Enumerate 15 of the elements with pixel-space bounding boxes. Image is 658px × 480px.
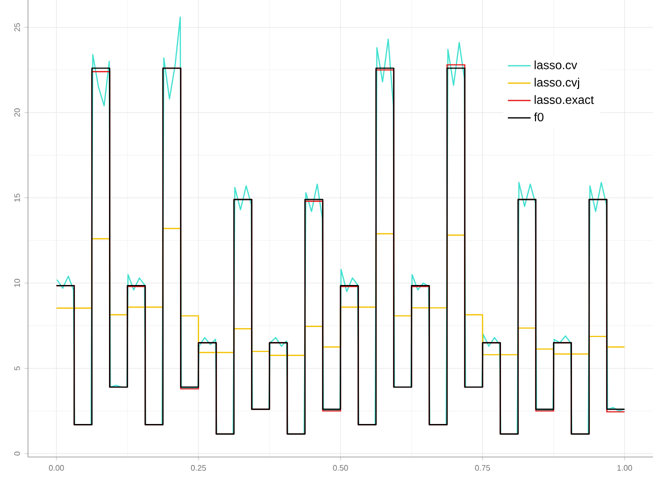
y-tick-label: 5	[14, 366, 20, 370]
y-tick-label: 15	[14, 194, 20, 202]
legend-label: lasso.cv	[534, 60, 578, 70]
y-tick-label: 0	[14, 452, 20, 456]
y-tick-label: 25	[14, 23, 20, 32]
x-tick-label: 1.00	[617, 465, 632, 471]
legend-label: f0	[534, 112, 544, 122]
legend-label: lasso.exact	[534, 95, 594, 104]
x-tick-label: 0.00	[48, 465, 64, 471]
x-tick-label: 0.50	[333, 465, 348, 471]
legend-label: lasso.cvj	[534, 78, 580, 89]
x-tick-label: 0.25	[190, 465, 206, 471]
y-tick-label: 20	[14, 108, 20, 117]
x-tick-label: 0.75	[475, 465, 490, 471]
y-tick-label: 10	[14, 278, 20, 287]
